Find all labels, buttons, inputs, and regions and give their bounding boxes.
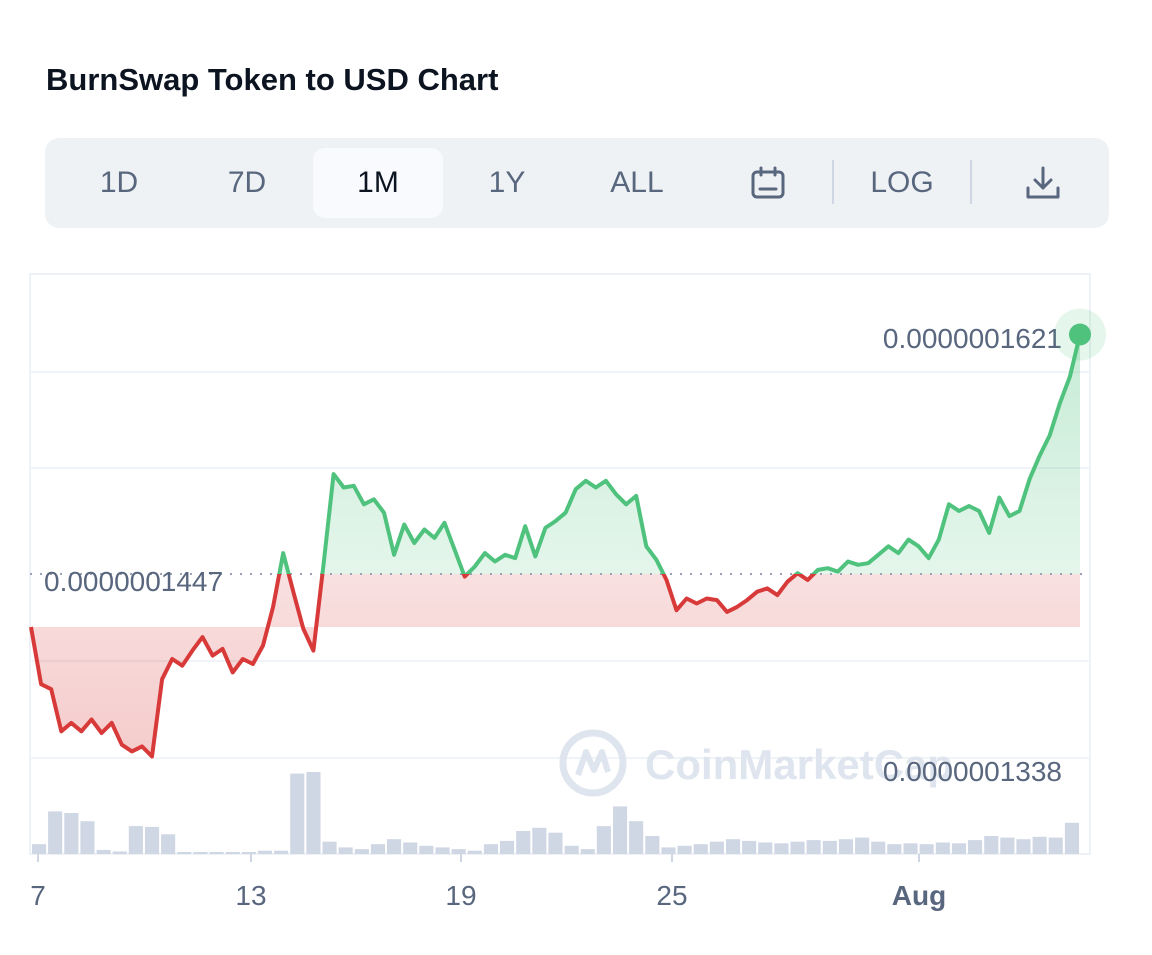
price-line-down [29,574,817,759]
volume-bar [516,831,531,854]
volume-bar [338,847,353,854]
volume-bar [80,821,95,854]
volume-bar [822,840,837,854]
volume-bar [257,850,272,854]
volume-bar [838,839,853,854]
volume-bar [274,850,289,854]
volume-bar [177,852,192,854]
volume-bar [951,843,966,854]
coinmarketcap-logo-icon [559,729,627,797]
volume-bar [435,847,450,854]
volume-bar [1032,836,1047,854]
volume-bar [1016,839,1031,854]
calendar-icon[interactable] [740,156,796,210]
volume-bar [290,773,305,854]
download-icon[interactable] [1015,156,1071,210]
volume-bar [742,840,757,854]
low-price-label: 0.0000001338 [883,756,1062,787]
volume-bar [919,844,934,854]
volume-bar [209,852,224,854]
volume-bar [774,843,789,854]
volume-bar [580,849,595,854]
x-tick-label: 19 [445,880,476,911]
range-tab-1y[interactable]: 1Y [488,166,526,199]
volume-bar [354,849,369,854]
volume-bar [387,839,402,854]
volume-bar [855,837,870,854]
range-tab-1d[interactable]: 1D [99,166,139,199]
volume-bar [935,842,950,854]
range-tab-7d[interactable]: 7D [227,166,267,199]
volume-bar [112,851,127,854]
volume-bar [48,811,63,854]
coinmarketcap-logo-mark [575,749,611,776]
volume-bar [532,827,547,854]
volume-bar [1000,837,1015,854]
volume-bar [871,841,886,854]
volume-bar [32,844,47,854]
grid-lines [30,371,1090,759]
volume-bar [887,844,902,854]
price-area-up [279,334,1080,574]
volume-bar [161,834,176,854]
volume-bar [225,852,240,854]
volume-bar [145,826,160,854]
price-area-down [31,574,1080,757]
volume-bar [1048,837,1063,854]
volume-bar [64,813,79,854]
volume-bar [726,839,741,854]
range-tab-all[interactable]: ALL [610,166,664,199]
chart-range-toolbar: 1D 7D 1M 1Y ALL LOG [45,138,1109,228]
x-tick-label: 7 [30,880,46,911]
volume-bar [322,841,337,854]
volume-bar [451,849,466,854]
volume-bar [709,841,724,854]
volume-bar [693,844,708,854]
volume-bar [96,849,111,854]
volume-bar [629,821,644,854]
x-tick-label: 25 [656,880,687,911]
volume-bar [467,850,482,854]
x-tick-label: Aug [892,880,946,911]
volume-bar [677,845,692,854]
volume-bar [241,852,256,854]
volume-bar [758,842,773,854]
volume-bar [403,842,418,854]
volume-bar [984,836,999,854]
log-scale-toggle[interactable]: LOG [870,166,934,199]
reference-price-label: 0.0000001447 [44,566,223,597]
range-tab-1m[interactable]: 1M [313,148,443,218]
volume-bar [903,843,918,854]
volume-bar [661,847,676,854]
volume-bar [193,852,208,854]
volume-bar [306,772,321,854]
volume-bar [419,845,434,854]
volume-bar [968,840,983,854]
volume-bars [32,772,1079,854]
volume-bar [596,826,611,854]
volume-bar [1064,822,1079,854]
toolbar-divider [832,160,834,204]
volume-bar [790,841,805,854]
volume-bar [128,826,143,854]
volume-bar [483,844,498,854]
current-price-dot[interactable] [1069,323,1091,346]
volume-bar [564,845,579,854]
volume-bar [370,844,385,854]
watermark: CoinMarketCap [559,729,953,797]
page-title: BurnSwap Token to USD Chart [46,62,499,97]
volume-bar [645,836,660,854]
watermark-text: CoinMarketCap [645,741,953,788]
x-tick-label: 13 [235,880,266,911]
volume-bar [500,840,515,854]
volume-bar [613,806,628,854]
volume-bar [548,832,563,854]
toolbar-divider [970,160,972,204]
current-price-label: 0.0000001621 [883,323,1062,354]
price-line-up [277,334,1082,574]
volume-bar [806,840,821,854]
